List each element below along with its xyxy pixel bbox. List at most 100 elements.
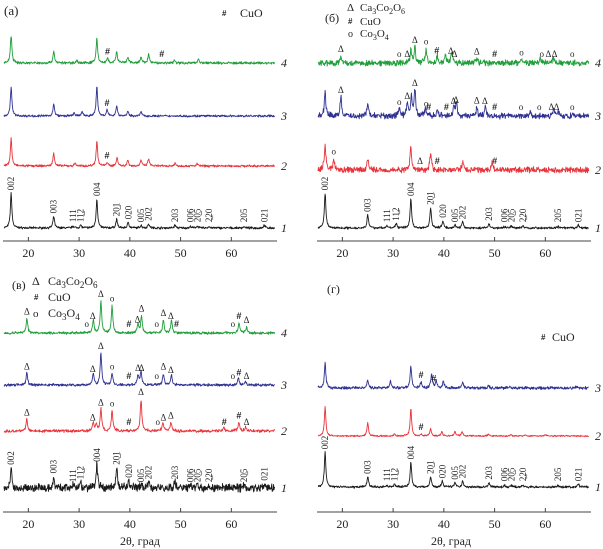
ca3co2o6-marker: Δ — [139, 304, 145, 314]
ca3co2o6-marker: Δ — [98, 397, 104, 407]
hkl-label: 11̲2 — [76, 466, 86, 479]
cuo-marker: # — [159, 49, 164, 59]
ca3co2o6-marker: Δ — [554, 102, 560, 112]
hkl-label: 020 — [123, 205, 133, 219]
cuo-marker: # — [434, 45, 439, 55]
hkl-label: 20̲1 — [426, 191, 436, 205]
hkl-label: 2̲20 — [518, 208, 528, 222]
hkl-label: 111 — [382, 468, 392, 481]
co3o4-marker: o — [570, 102, 575, 112]
series-label: 3 — [280, 109, 287, 123]
ca3co2o6-marker: Δ — [404, 91, 410, 101]
hkl-label: 202 — [144, 207, 154, 221]
co3o4-marker: o — [110, 399, 115, 409]
co3o4-marker: o — [331, 146, 336, 156]
legend-b: Δ Ca3Co2O6 # CuO o Co3O4 — [347, 2, 405, 42]
x-tick-label: 50 — [489, 517, 501, 531]
hkl-label: 005 — [450, 208, 460, 222]
legend-hash-icon: # — [541, 333, 546, 342]
series-2: 2# — [317, 406, 601, 443]
co3o4-marker: o — [570, 49, 575, 59]
cuo-marker: # — [236, 367, 241, 377]
ca3co2o6-marker: Δ — [139, 363, 145, 373]
hkl-label: 111 — [68, 469, 78, 482]
co3o4-marker: o — [84, 319, 89, 329]
legend-text-cuo: CuO — [48, 290, 71, 304]
series-label: 1 — [281, 221, 287, 235]
hkl-label: 11̲2 — [76, 209, 86, 222]
series-2: 2Δ ΔΔ o#Δo Δ Δ##Δ — [3, 387, 287, 438]
legend-circle-icon: o — [33, 308, 39, 320]
cuo-marker: # — [236, 410, 241, 420]
x-axis-label-left: 2θ, град — [120, 534, 160, 548]
xrd-pattern-line — [317, 406, 589, 438]
hkl-label: 2̲20 — [518, 467, 528, 481]
xrd-pattern-line — [3, 461, 276, 493]
co3o4-marker: o — [397, 97, 402, 107]
hkl-label: 202 — [144, 466, 154, 480]
hkl-label: 20̲5 — [192, 208, 202, 222]
xrd-pattern-line — [3, 192, 275, 230]
hkl-label: 005 — [136, 468, 146, 482]
legend-hash-icon: # — [34, 293, 39, 302]
panel-label-g: (г) — [327, 282, 340, 296]
hkl-label: 006 — [186, 468, 196, 482]
series-label: 2 — [281, 424, 287, 438]
series-3: 3 # # — [317, 361, 601, 395]
legend-v: Δ Ca3Co2O6 # CuO o Co3O4 — [32, 274, 98, 322]
hkl-label: 20̲1 — [426, 460, 436, 474]
ca3co2o6-marker: Δ — [412, 78, 418, 88]
panel-b: (б) Δ Ca3Co2O6 # CuO o Co3O4 20 30 40 50 60 1… — [317, 2, 601, 260]
hkl-label: 203 — [484, 466, 494, 480]
legend-text-co3o4: Co3O4 — [360, 28, 389, 42]
x-axis-label-right: 2θ, град — [431, 534, 471, 548]
series-label: 3 — [280, 378, 287, 392]
xrd-pattern-line — [3, 36, 276, 65]
xrd-pattern-line — [317, 44, 590, 67]
hkl-label: 20̲1 — [112, 203, 122, 217]
x-tick-label: 40 — [438, 246, 450, 260]
series-label: 2 — [595, 429, 601, 443]
hkl-label: 020 — [124, 464, 134, 478]
ca3co2o6-marker: Δ — [90, 412, 96, 422]
ca3co2o6-marker: Δ — [98, 341, 104, 351]
series-2: 2 o Δ # # — [317, 143, 601, 177]
xrd-pattern-line — [3, 352, 275, 387]
cuo-marker: # — [126, 319, 131, 329]
legend-a: # CuO — [222, 6, 263, 20]
hkl-label: 20̲1 — [112, 451, 122, 465]
ca3co2o6-marker: Δ — [244, 417, 250, 427]
hkl-label: 003 — [49, 459, 59, 473]
cuo-marker: # — [105, 98, 110, 108]
ca3co2o6-marker: Δ — [24, 307, 30, 317]
legend-delta-icon: Δ — [32, 274, 40, 288]
co3o4-marker: o — [231, 371, 236, 381]
series-2: 2# — [3, 137, 287, 173]
co3o4-marker: o — [156, 417, 161, 427]
ca3co2o6-marker: Δ — [168, 311, 174, 321]
hkl-label: 20̲5 — [506, 467, 516, 481]
xrd-pattern-line — [317, 89, 590, 120]
ca3co2o6-marker: Δ — [545, 49, 551, 59]
x-tick-label: 30 — [387, 517, 399, 531]
legend-delta-icon: Δ — [347, 2, 354, 14]
xrd-pattern-line — [317, 361, 589, 391]
cuo-marker: # — [126, 371, 131, 381]
hkl-label: 020 — [437, 464, 447, 478]
ca3co2o6-marker: Δ — [412, 35, 418, 45]
co3o4-marker: o — [110, 361, 115, 371]
hkl-label: 020 — [438, 204, 448, 218]
hkl-label: 005 — [136, 208, 146, 222]
hkl-label: 002 — [320, 436, 330, 450]
hkl-label: 005 — [450, 466, 460, 480]
xrd-pattern-line — [3, 137, 276, 168]
hkl-label: 006 — [500, 467, 510, 481]
hkl-label: 002 — [320, 177, 330, 191]
ca3co2o6-marker: Δ — [24, 361, 30, 371]
ca3co2o6-marker: Δ — [168, 365, 174, 375]
series-label: 3 — [594, 381, 601, 395]
ca3co2o6-marker: Δ — [549, 102, 555, 112]
cuo-marker: # — [492, 102, 497, 112]
